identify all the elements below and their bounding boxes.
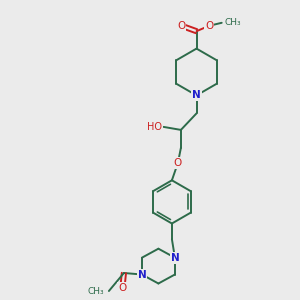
Text: N: N: [192, 90, 201, 100]
Text: CH₃: CH₃: [224, 18, 241, 27]
Text: N: N: [170, 253, 179, 263]
Text: CH₃: CH₃: [88, 286, 104, 296]
Text: O: O: [205, 21, 213, 31]
Text: O: O: [118, 283, 127, 293]
Text: N: N: [137, 269, 146, 280]
Text: O: O: [177, 21, 186, 31]
Text: O: O: [174, 158, 182, 168]
Text: HO: HO: [147, 122, 162, 132]
